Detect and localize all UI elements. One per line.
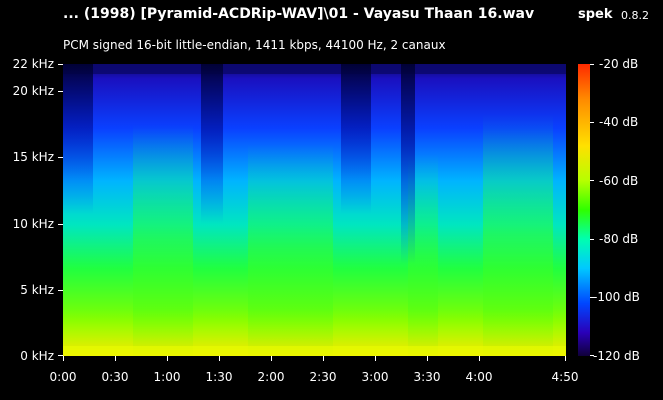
y-tick (58, 355, 63, 356)
x-tick-label: 4:00 (465, 370, 493, 384)
legend-label: -80 dB (599, 232, 639, 246)
legend-tick (590, 297, 594, 298)
x-tick-label: 1:00 (153, 370, 181, 384)
x-tick (63, 356, 64, 361)
y-tick (58, 91, 63, 92)
legend-tick (590, 64, 594, 65)
x-tick-label: 1:30 (205, 370, 233, 384)
x-tick (323, 356, 324, 361)
y-tick-label: 20 kHz (12, 84, 54, 98)
x-tick-label: 0:00 (49, 370, 77, 384)
spectrogram (63, 64, 566, 356)
y-tick-label: 0 kHz (20, 349, 54, 363)
x-tick (427, 356, 428, 361)
x-tick-label: 3:00 (361, 370, 389, 384)
y-tick (58, 64, 63, 65)
x-tick (219, 356, 220, 361)
db-color-scale (578, 64, 590, 356)
audio-format-info: PCM signed 16-bit little-endian, 1411 kb… (63, 38, 446, 52)
x-tick-label: 0:30 (101, 370, 129, 384)
y-tick-label: 10 kHz (12, 217, 54, 231)
legend-tick (590, 122, 594, 123)
x-tick (271, 356, 272, 361)
x-tick-label: 4:50 (551, 370, 579, 384)
app-version: 0.8.2 (621, 9, 649, 22)
x-tick-label: 2:30 (309, 370, 337, 384)
y-tick (58, 290, 63, 291)
legend-label: -60 dB (599, 174, 639, 188)
y-tick-label: 5 kHz (20, 283, 54, 297)
x-tick-label: 2:00 (257, 370, 285, 384)
x-tick-label: 3:30 (413, 370, 441, 384)
legend-label: -20 dB (599, 57, 639, 71)
x-tick (115, 356, 116, 361)
x-tick (479, 356, 480, 361)
legend-label: -120 dB (593, 349, 640, 363)
x-tick (375, 356, 376, 361)
y-tick-label: 15 kHz (12, 150, 54, 164)
y-tick (58, 157, 63, 158)
y-tick-label: 22 kHz (12, 57, 54, 71)
x-tick (167, 356, 168, 361)
legend-tick (590, 180, 594, 181)
file-title: ... (1998) [Pyramid-ACDRip-WAV]\01 - Vay… (63, 6, 535, 22)
legend-label: -100 dB (593, 290, 640, 304)
legend-label: -40 dB (599, 115, 639, 129)
x-tick (565, 356, 566, 361)
legend-tick (590, 355, 594, 356)
legend-tick (590, 239, 594, 240)
app-name: spek (578, 7, 613, 22)
y-tick (58, 224, 63, 225)
